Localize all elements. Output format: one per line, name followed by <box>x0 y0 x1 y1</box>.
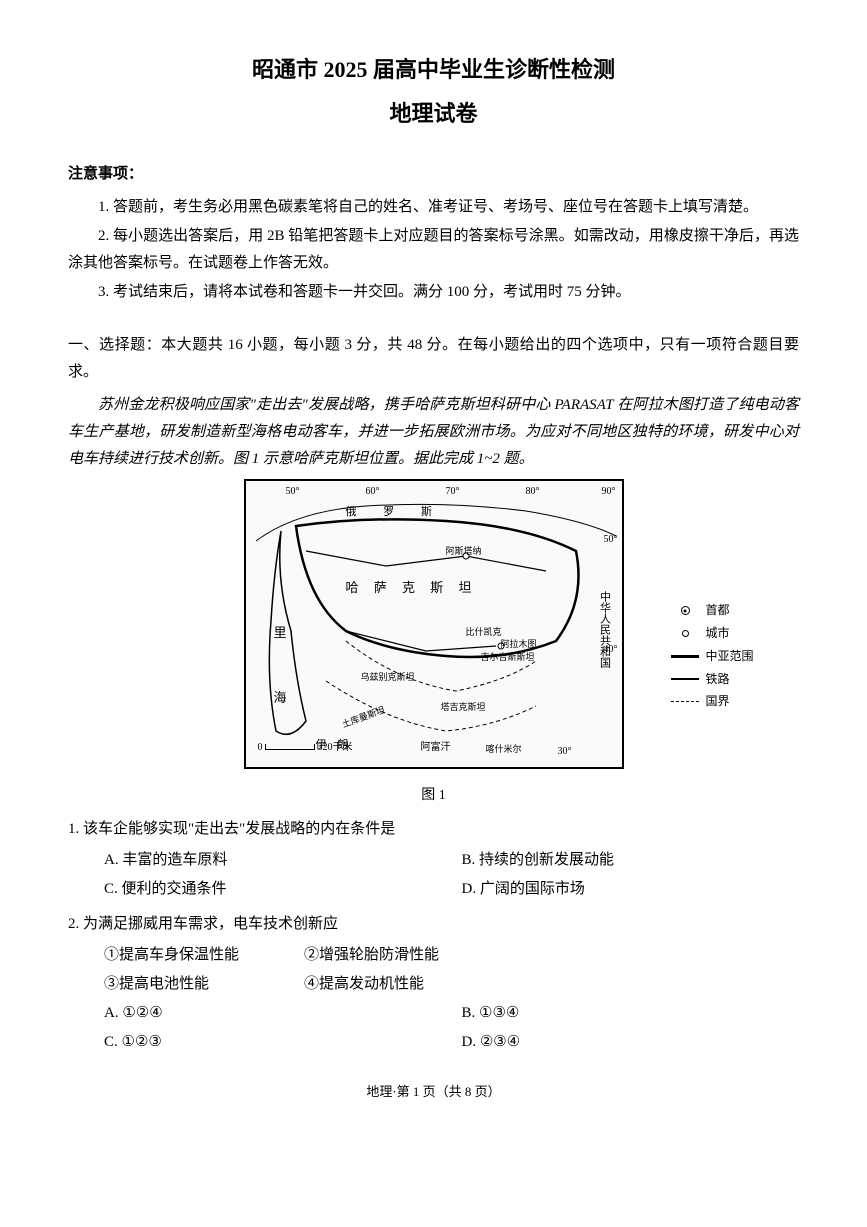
notice-header: 注意事项： <box>68 161 799 188</box>
q1-option-d: D. 广阔的国际市场 <box>462 876 800 903</box>
railway-icon <box>671 678 699 680</box>
page-footer: 地理·第 1 页（共 8 页） <box>68 1080 799 1103</box>
label-kazakhstan: 哈 萨 克 斯 坦 <box>346 576 478 599</box>
q2-choice-1: ①提高车身保温性能 <box>104 942 274 969</box>
label-caspian: 里 <box>274 621 287 644</box>
label-bishkek: 比什凯克 <box>466 624 502 640</box>
question-2: 2. 为满足挪威用车需求，电车技术创新应 ①提高车身保温性能 ②增强轮胎防滑性能… <box>68 911 799 1056</box>
q2-choice-3: ③提高电池性能 <box>104 971 274 998</box>
label-kyrgyz: 吉尔吉斯斯坦 <box>481 649 535 665</box>
legend-region-label: 中亚范围 <box>705 645 753 668</box>
section-header: 一、选择题：本大题共 16 小题，每小题 3 分，共 48 分。在每小题给出的四… <box>68 332 799 386</box>
exam-title-main: 昭通市 2025 届高中毕业生诊断性检测 <box>68 50 799 90</box>
label-afghan: 阿富汗 <box>421 739 451 757</box>
scale-bar: 0 320千米 <box>258 739 353 757</box>
legend-region: 中亚范围 <box>671 645 753 668</box>
legend-railway: 铁路 <box>671 668 753 691</box>
map-legend: 首都 城市 中亚范围 铁路 国界 <box>671 599 753 713</box>
legend-border: 国界 <box>671 690 753 713</box>
map-frame: 50° 60° 70° 80° 90° 50° 40° 30° 俄 罗 斯 哈 … <box>244 479 624 769</box>
label-sea: 海 <box>274 686 287 709</box>
q2-stem: 2. 为满足挪威用车需求，电车技术创新应 <box>68 911 799 938</box>
q2-option-c: C. ①②③ <box>104 1029 442 1056</box>
q1-option-a: A. 丰富的造车原料 <box>104 847 442 874</box>
q2-choice-2: ②增强轮胎防滑性能 <box>304 942 474 969</box>
q2-option-d: D. ②③④ <box>462 1029 800 1056</box>
q1-option-b: B. 持续的创新发展动能 <box>462 847 800 874</box>
scale-dist: 320千米 <box>318 742 353 753</box>
q2-choice-4: ④提高发动机性能 <box>304 971 474 998</box>
map-caption: 图 1 <box>68 783 799 808</box>
label-tajik: 塔吉克斯坦 <box>441 699 486 715</box>
notice-item-1: 1. 答题前，考生务必用黑色碳素笔将自己的姓名、准考证号、考场号、座位号在答题卡… <box>68 194 799 221</box>
q1-option-c: C. 便利的交通条件 <box>104 876 442 903</box>
label-kashgar: 喀什米尔 <box>486 741 522 757</box>
legend-capital: 首都 <box>671 599 753 622</box>
question-1: 1. 该车企能够实现"走出去"发展战略的内在条件是 A. 丰富的造车原料 B. … <box>68 816 799 903</box>
legend-border-label: 国界 <box>705 690 729 713</box>
scale-zero: 0 <box>258 742 263 753</box>
map-figure: 50° 60° 70° 80° 90° 50° 40° 30° 俄 罗 斯 哈 … <box>68 479 799 808</box>
legend-city: 城市 <box>671 622 753 645</box>
capital-icon <box>681 606 690 615</box>
legend-railway-label: 铁路 <box>705 668 729 691</box>
label-astana: 阿斯塔纳 <box>446 543 482 559</box>
q2-option-b: B. ①③④ <box>462 1000 800 1027</box>
legend-capital-label: 首都 <box>705 599 729 622</box>
border-icon <box>671 701 699 702</box>
passage-text: 苏州金龙积极响应国家"走出去"发展战略，携手哈萨克斯坦科研中心 PARASAT … <box>68 392 799 473</box>
label-uzbek: 乌兹别克斯坦 <box>361 669 415 685</box>
legend-city-label: 城市 <box>705 622 729 645</box>
notice-item-3: 3. 考试结束后，请将本试卷和答题卡一并交回。满分 100 分，考试用时 75 … <box>68 279 799 306</box>
region-icon <box>671 655 699 658</box>
label-china: 中华人民共和国 <box>594 591 614 668</box>
city-icon <box>682 630 689 637</box>
exam-title-sub: 地理试卷 <box>68 94 799 134</box>
map-svg <box>246 481 624 769</box>
notice-item-2: 2. 每小题选出答案后，用 2B 铅笔把答题卡上对应题目的答案标号涂黑。如需改动… <box>68 223 799 277</box>
q2-option-a: A. ①②④ <box>104 1000 442 1027</box>
q1-stem: 1. 该车企能够实现"走出去"发展战略的内在条件是 <box>68 816 799 843</box>
label-russia: 俄 罗 斯 <box>346 503 445 523</box>
